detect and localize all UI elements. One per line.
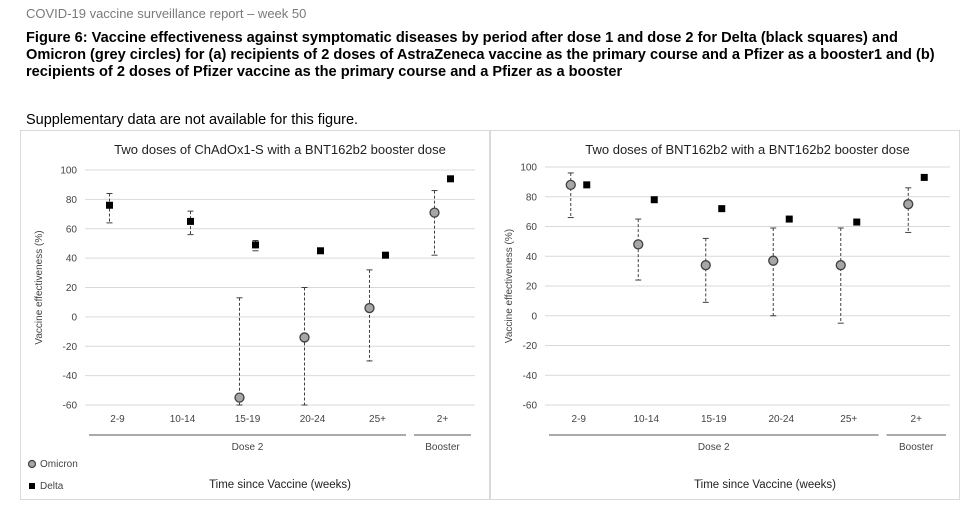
delta-point	[650, 196, 658, 204]
y-tick-label: 80	[526, 192, 538, 203]
legend-delta-marker	[29, 483, 35, 489]
group-label: Dose 2	[698, 442, 730, 453]
x-tick-label: 10-14	[170, 414, 196, 425]
panel-border	[20, 130, 490, 500]
legend-label: Delta	[40, 481, 64, 492]
y-tick-label: 20	[526, 282, 538, 293]
omicron-point	[299, 332, 310, 343]
x-tick-label: 20-24	[300, 414, 326, 425]
omicron-point	[364, 302, 375, 314]
y-tick-label: -60	[63, 401, 78, 412]
panel-border	[490, 130, 960, 500]
y-tick-label: -40	[523, 371, 538, 382]
group-label: Booster	[899, 442, 934, 453]
y-tick-label: 40	[526, 252, 538, 263]
y-tick-label: 0	[71, 312, 77, 323]
y-tick-label: 60	[526, 222, 538, 233]
x-tick-label: 15-19	[701, 414, 727, 425]
delta-point	[583, 181, 591, 189]
y-tick-label: 100	[60, 166, 77, 177]
omicron-point	[565, 179, 576, 190]
x-tick-label: 25+	[369, 414, 386, 425]
x-tick-label: 2-9	[110, 414, 125, 425]
chart-pfizer-primary: Two doses of BNT162b2 with a BNT162b2 bo…	[490, 130, 960, 500]
y-tick-label: -20	[63, 342, 78, 353]
figure-title: Figure 6: Vaccine effectiveness against …	[26, 30, 935, 80]
y-tick-label: 0	[531, 311, 537, 322]
y-tick-label: 40	[66, 254, 78, 265]
delta-point	[920, 173, 928, 181]
y-axis-label: Vaccine effectiveness (%)	[504, 229, 515, 343]
chart-title: Two doses of ChAdOx1-S with a BNT162b2 b…	[114, 142, 446, 157]
supplementary-note: Supplementary data are not available for…	[26, 112, 359, 128]
delta-point	[447, 175, 454, 183]
x-axis-label: Time since Vaccine (weeks)	[694, 479, 836, 491]
omicron-point	[633, 239, 644, 250]
x-tick-label: 2-9	[572, 414, 587, 425]
y-tick-label: 20	[66, 283, 78, 294]
omicron-point	[234, 392, 245, 403]
delta-point	[106, 201, 113, 209]
y-tick-label: -20	[523, 341, 538, 352]
delta-point	[252, 241, 259, 249]
y-tick-label: 100	[520, 163, 537, 174]
delta-point	[187, 217, 194, 225]
y-tick-label: 80	[66, 195, 78, 206]
omicron-point	[903, 199, 914, 210]
report-header: COVID-19 vaccine surveillance report – w…	[26, 6, 307, 21]
delta-point	[785, 215, 793, 223]
x-tick-label: 20-24	[768, 414, 794, 425]
omicron-point	[429, 207, 440, 218]
y-tick-label: -40	[63, 371, 78, 382]
legend-omicron-marker	[27, 459, 37, 469]
x-axis-label: Time since Vaccine (weeks)	[209, 479, 351, 491]
omicron-point	[768, 255, 779, 266]
x-tick-label: 10-14	[633, 414, 659, 425]
group-label: Dose 2	[232, 442, 264, 453]
y-tick-label: 60	[66, 224, 78, 235]
x-tick-label: 15-19	[235, 414, 261, 425]
omicron-point	[700, 260, 711, 271]
x-tick-label: 2+	[437, 414, 449, 425]
x-tick-label: 25+	[840, 414, 857, 425]
y-tick-label: -60	[523, 401, 538, 412]
chart-title: Two doses of BNT162b2 with a BNT162b2 bo…	[585, 142, 909, 157]
delta-point	[382, 251, 389, 259]
chart-astrazeneca-primary: Two doses of ChAdOx1-S with a BNT162b2 b…	[20, 130, 490, 500]
x-tick-label: 2+	[911, 414, 923, 425]
omicron-point	[835, 260, 846, 271]
group-label: Booster	[425, 442, 460, 453]
y-axis-label: Vaccine effectiveness (%)	[34, 230, 45, 344]
delta-point	[853, 218, 861, 226]
delta-point	[317, 247, 324, 255]
delta-point	[718, 205, 726, 213]
legend-label: Omicron	[40, 459, 78, 470]
